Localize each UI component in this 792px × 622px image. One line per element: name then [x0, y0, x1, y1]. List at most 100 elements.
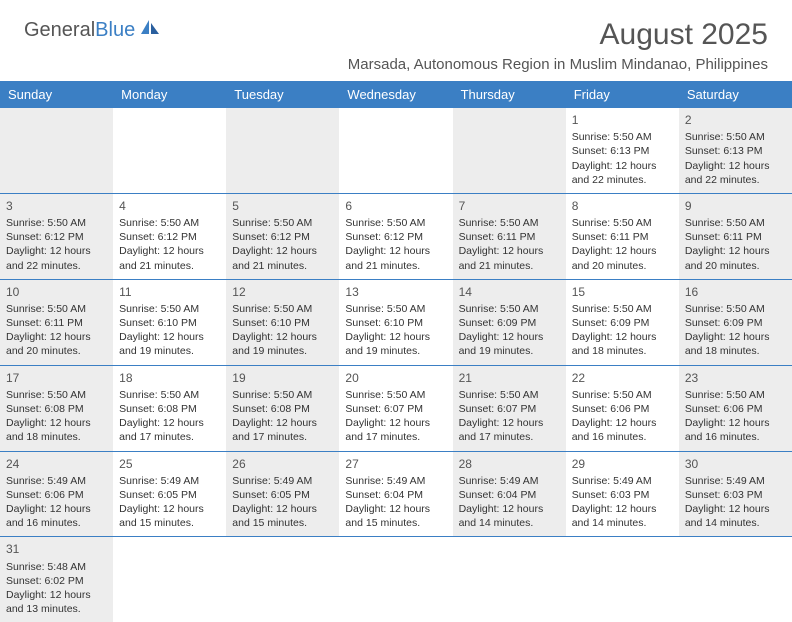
daylight-text-2: and 18 minutes.	[685, 344, 786, 358]
calendar-day-cell: 8Sunrise: 5:50 AMSunset: 6:11 PMDaylight…	[566, 193, 679, 279]
daylight-text-1: Daylight: 12 hours	[572, 330, 673, 344]
day-number: 28	[459, 456, 560, 472]
sunrise-text: Sunrise: 5:50 AM	[6, 388, 107, 402]
calendar-day-cell: 22Sunrise: 5:50 AMSunset: 6:06 PMDayligh…	[566, 365, 679, 451]
calendar-week-row: 17Sunrise: 5:50 AMSunset: 6:08 PMDayligh…	[0, 365, 792, 451]
day-number: 24	[6, 456, 107, 472]
calendar-day-cell	[226, 537, 339, 622]
header: GeneralBlue August 2025 Marsada, Autonom…	[0, 0, 792, 81]
calendar-day-cell: 30Sunrise: 5:49 AMSunset: 6:03 PMDayligh…	[679, 451, 792, 537]
calendar-day-cell	[679, 537, 792, 622]
logo: GeneralBlue	[24, 18, 163, 42]
sunset-text: Sunset: 6:13 PM	[572, 144, 673, 158]
sunset-text: Sunset: 6:07 PM	[459, 402, 560, 416]
day-number: 25	[119, 456, 220, 472]
day-number: 14	[459, 284, 560, 300]
daylight-text-2: and 19 minutes.	[459, 344, 560, 358]
daylight-text-1: Daylight: 12 hours	[572, 244, 673, 258]
sunrise-text: Sunrise: 5:50 AM	[572, 302, 673, 316]
sunset-text: Sunset: 6:09 PM	[572, 316, 673, 330]
daylight-text-2: and 17 minutes.	[119, 430, 220, 444]
daylight-text-1: Daylight: 12 hours	[685, 244, 786, 258]
daylight-text-1: Daylight: 12 hours	[232, 244, 333, 258]
sunrise-text: Sunrise: 5:50 AM	[232, 302, 333, 316]
daylight-text-1: Daylight: 12 hours	[459, 416, 560, 430]
daylight-text-2: and 21 minutes.	[232, 259, 333, 273]
sunrise-text: Sunrise: 5:50 AM	[572, 216, 673, 230]
day-number: 21	[459, 370, 560, 386]
calendar-day-cell	[453, 537, 566, 622]
daylight-text-1: Daylight: 12 hours	[572, 502, 673, 516]
daylight-text-1: Daylight: 12 hours	[685, 416, 786, 430]
sunset-text: Sunset: 6:05 PM	[232, 488, 333, 502]
daylight-text-2: and 20 minutes.	[572, 259, 673, 273]
sunrise-text: Sunrise: 5:50 AM	[119, 388, 220, 402]
day-number: 8	[572, 198, 673, 214]
calendar-day-cell: 9Sunrise: 5:50 AMSunset: 6:11 PMDaylight…	[679, 193, 792, 279]
sunrise-text: Sunrise: 5:48 AM	[6, 560, 107, 574]
day-number: 18	[119, 370, 220, 386]
calendar-week-row: 10Sunrise: 5:50 AMSunset: 6:11 PMDayligh…	[0, 279, 792, 365]
sunrise-text: Sunrise: 5:50 AM	[685, 302, 786, 316]
daylight-text-1: Daylight: 12 hours	[232, 416, 333, 430]
month-title: August 2025	[348, 18, 768, 52]
daylight-text-2: and 16 minutes.	[572, 430, 673, 444]
calendar-day-cell: 25Sunrise: 5:49 AMSunset: 6:05 PMDayligh…	[113, 451, 226, 537]
calendar-week-row: 1Sunrise: 5:50 AMSunset: 6:13 PMDaylight…	[0, 108, 792, 193]
daylight-text-2: and 14 minutes.	[459, 516, 560, 530]
logo-sail-icon	[139, 18, 163, 42]
calendar-table: Sunday Monday Tuesday Wednesday Thursday…	[0, 81, 792, 622]
sunrise-text: Sunrise: 5:49 AM	[232, 474, 333, 488]
calendar-day-cell: 23Sunrise: 5:50 AMSunset: 6:06 PMDayligh…	[679, 365, 792, 451]
sunrise-text: Sunrise: 5:50 AM	[459, 302, 560, 316]
weekday-header: Friday	[566, 81, 679, 108]
sunrise-text: Sunrise: 5:49 AM	[685, 474, 786, 488]
daylight-text-2: and 19 minutes.	[345, 344, 446, 358]
day-number: 23	[685, 370, 786, 386]
calendar-day-cell	[113, 108, 226, 193]
daylight-text-2: and 19 minutes.	[119, 344, 220, 358]
daylight-text-1: Daylight: 12 hours	[232, 330, 333, 344]
sunrise-text: Sunrise: 5:50 AM	[232, 388, 333, 402]
sunrise-text: Sunrise: 5:50 AM	[345, 388, 446, 402]
daylight-text-1: Daylight: 12 hours	[345, 416, 446, 430]
logo-text-2: Blue	[95, 19, 135, 42]
daylight-text-1: Daylight: 12 hours	[119, 244, 220, 258]
daylight-text-2: and 15 minutes.	[232, 516, 333, 530]
sunrise-text: Sunrise: 5:50 AM	[232, 216, 333, 230]
sunset-text: Sunset: 6:08 PM	[119, 402, 220, 416]
daylight-text-2: and 21 minutes.	[119, 259, 220, 273]
sunset-text: Sunset: 6:09 PM	[459, 316, 560, 330]
calendar-day-cell: 15Sunrise: 5:50 AMSunset: 6:09 PMDayligh…	[566, 279, 679, 365]
sunrise-text: Sunrise: 5:50 AM	[119, 302, 220, 316]
weekday-header: Wednesday	[339, 81, 452, 108]
day-number: 26	[232, 456, 333, 472]
daylight-text-2: and 17 minutes.	[459, 430, 560, 444]
weekday-header: Tuesday	[226, 81, 339, 108]
calendar-day-cell: 28Sunrise: 5:49 AMSunset: 6:04 PMDayligh…	[453, 451, 566, 537]
daylight-text-1: Daylight: 12 hours	[572, 416, 673, 430]
daylight-text-2: and 16 minutes.	[685, 430, 786, 444]
weekday-header: Thursday	[453, 81, 566, 108]
calendar-day-cell: 14Sunrise: 5:50 AMSunset: 6:09 PMDayligh…	[453, 279, 566, 365]
day-number: 20	[345, 370, 446, 386]
calendar-day-cell: 31Sunrise: 5:48 AMSunset: 6:02 PMDayligh…	[0, 537, 113, 622]
calendar-day-cell: 24Sunrise: 5:49 AMSunset: 6:06 PMDayligh…	[0, 451, 113, 537]
day-number: 17	[6, 370, 107, 386]
day-number: 19	[232, 370, 333, 386]
daylight-text-2: and 17 minutes.	[232, 430, 333, 444]
day-number: 9	[685, 198, 786, 214]
daylight-text-1: Daylight: 12 hours	[119, 416, 220, 430]
daylight-text-1: Daylight: 12 hours	[119, 330, 220, 344]
daylight-text-1: Daylight: 12 hours	[685, 502, 786, 516]
sunset-text: Sunset: 6:10 PM	[345, 316, 446, 330]
sunset-text: Sunset: 6:06 PM	[572, 402, 673, 416]
daylight-text-1: Daylight: 12 hours	[459, 244, 560, 258]
daylight-text-2: and 21 minutes.	[459, 259, 560, 273]
weekday-header: Sunday	[0, 81, 113, 108]
calendar-day-cell: 5Sunrise: 5:50 AMSunset: 6:12 PMDaylight…	[226, 193, 339, 279]
sunset-text: Sunset: 6:02 PM	[6, 574, 107, 588]
sunset-text: Sunset: 6:08 PM	[232, 402, 333, 416]
daylight-text-1: Daylight: 12 hours	[6, 588, 107, 602]
daylight-text-2: and 18 minutes.	[6, 430, 107, 444]
